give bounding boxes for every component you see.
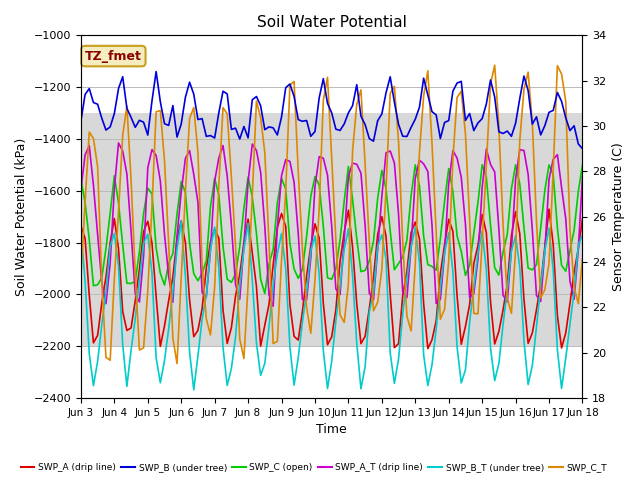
Title: Soil Water Potential: Soil Water Potential	[257, 15, 406, 30]
Legend: SWP_A (drip line), SWP_B (under tree), SWP_C (open), SWP_A_T (drip line), SWP_B_: SWP_A (drip line), SWP_B (under tree), S…	[17, 459, 611, 476]
Bar	[81, 113, 582, 346]
Y-axis label: Soil Water Potential (kPa): Soil Water Potential (kPa)	[15, 137, 28, 296]
Text: TZ_fmet: TZ_fmet	[85, 49, 142, 62]
X-axis label: Time: Time	[316, 423, 347, 436]
Y-axis label: Sensor Temperature (C): Sensor Temperature (C)	[612, 142, 625, 291]
